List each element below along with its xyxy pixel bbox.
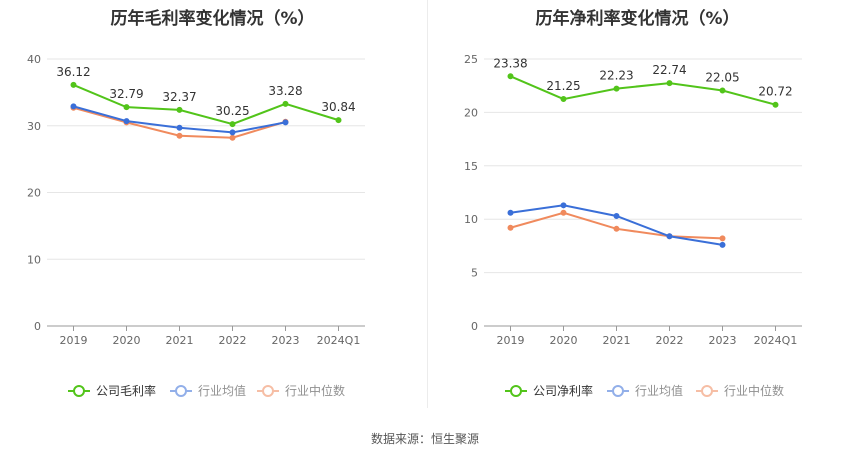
data-label: 23.38 [493,56,527,70]
source-note: 数据来源：恒生聚源 [370,432,479,446]
legend-label: 行业中位数 [724,383,784,398]
data-point [666,80,673,87]
legend-item: 行业均值 [607,383,683,398]
data-point [176,132,183,139]
data-point [229,121,236,128]
legend-label: 行业均值 [635,383,683,398]
series-line [510,204,723,246]
net-margin-chart: 0 5 10 15 20 25 2019 2020 2021 2022 2023 2024Q1 23.3… [464,53,802,398]
x-tick-label: 2020 [113,334,141,347]
legend-marker [73,385,85,397]
data-point [123,118,130,125]
data-point [70,81,77,88]
legend-item: 行业中位数 [696,383,784,398]
data-point [719,235,726,242]
data-point [176,106,183,113]
data-label: 36.12 [56,65,90,79]
y-tick-label: 0 [34,320,41,333]
data-label: 32.37 [162,90,196,104]
data-point [229,129,236,136]
data-point [70,103,77,110]
data-label: 22.05 [705,71,739,85]
y-tick-label: 0 [471,320,478,333]
data-point [507,209,514,216]
legend-marker [701,385,713,397]
legend-marker [175,385,187,397]
x-tick-label: 2021 [166,334,194,347]
data-point [719,87,726,94]
series-line [510,75,776,106]
x-tick-label: 2020 [550,334,578,347]
data-point [772,101,779,108]
data-point [719,241,726,248]
x-tick-label: 2019 [497,334,525,347]
data-point [507,73,514,80]
y-tick-label: 30 [27,120,41,133]
x-tick-label: 2022 [656,334,684,347]
y-tick-label: 20 [27,187,41,200]
y-tick-label: 20 [464,106,478,119]
data-label: 21.25 [546,79,580,93]
legend-item: 行业中位数 [257,383,345,398]
data-label: 33.28 [268,84,302,98]
y-tick-label: 15 [464,160,478,173]
data-point [613,212,620,219]
data-label: 22.74 [652,63,686,77]
data-point [613,225,620,232]
gross-margin-chart: 0 10 20 30 40 2019 2020 2021 2022 2023 2024Q1 36.12… [27,53,365,398]
data-point [560,202,567,209]
data-point [282,100,289,107]
data-point [335,117,342,124]
x-tick-label: 2022 [219,334,247,347]
x-tick-label: 2024Q1 [754,334,798,347]
legend-marker [510,385,522,397]
chart-title-gross-margin: 历年毛利率变化情况（%） [110,9,315,29]
legend-item: 公司毛利率 [68,383,156,398]
data-label: 20.72 [758,85,792,99]
legend-label: 行业中位数 [285,383,345,398]
data-label: 22.23 [599,69,633,83]
data-point [560,209,567,216]
x-tick-label: 2021 [603,334,631,347]
series-line [73,83,339,126]
data-point [282,119,289,126]
legend-item: 行业均值 [170,383,246,398]
y-tick-label: 5 [471,267,478,280]
legend-marker [262,385,274,397]
x-tick-label: 2024Q1 [317,334,361,347]
data-point [560,96,567,103]
data-point [666,233,673,240]
y-tick-label: 10 [27,253,41,266]
data-point [176,124,183,131]
data-point [507,224,514,231]
data-label: 30.25 [215,104,249,118]
chart-title-net-margin: 历年净利率变化情况（%） [535,9,740,29]
y-tick-label: 10 [464,213,478,226]
y-tick-label: 40 [27,53,41,66]
data-point [613,85,620,92]
panel-divider [427,0,428,408]
data-label: 32.79 [109,87,143,101]
y-tick-label: 25 [464,53,478,66]
legend-label: 行业均值 [198,383,246,398]
legend-label: 公司毛利率 [96,383,156,398]
legend-marker [612,385,624,397]
legend-item: 公司净利率 [505,383,593,398]
x-tick-label: 2023 [272,334,300,347]
x-tick-label: 2019 [60,334,88,347]
data-point [123,104,130,111]
legend-label: 公司净利率 [533,383,593,398]
data-label: 30.84 [321,100,355,114]
x-tick-label: 2023 [709,334,737,347]
